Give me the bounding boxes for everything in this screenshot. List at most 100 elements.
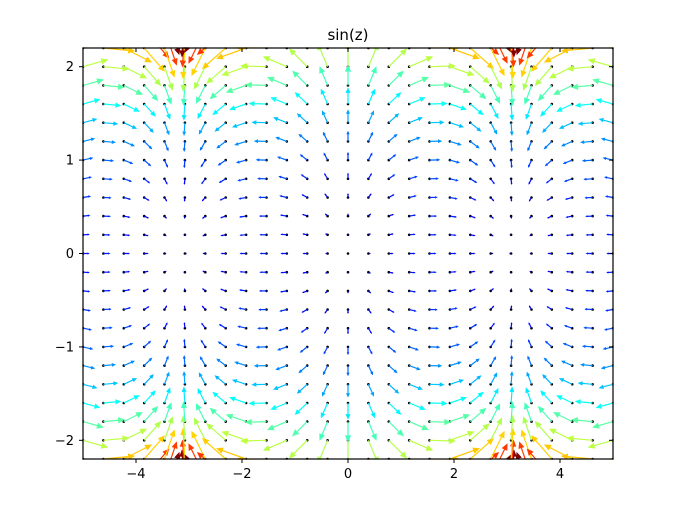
grid-dot: [102, 177, 105, 181]
vector-head: [319, 433, 325, 441]
vector-head: [323, 152, 326, 156]
vector-shaft: [219, 448, 247, 460]
grid-dot: [102, 270, 105, 274]
vector-head: [518, 441, 525, 449]
vector-head: [239, 252, 242, 255]
vector-head: [146, 234, 149, 237]
vector-shaft: [498, 47, 507, 61]
vector-shaft: [536, 66, 553, 84]
vector-head: [144, 444, 153, 451]
vector-head: [147, 340, 152, 344]
vector-head: [491, 216, 494, 219]
vector-shaft: [449, 432, 472, 441]
vector-head: [111, 363, 116, 367]
vector-head: [324, 193, 327, 196]
vector-head: [106, 38, 114, 44]
vector-head: [492, 322, 495, 326]
vector-head: [606, 271, 609, 274]
vector-head: [165, 164, 168, 168]
vector-shaft: [265, 57, 288, 68]
vector-head: [529, 270, 532, 273]
vector-head: [166, 113, 171, 120]
vector-head: [183, 199, 186, 202]
vector-head: [220, 270, 223, 273]
vector-head: [587, 58, 596, 65]
vector-head: [165, 371, 170, 377]
vector-head: [253, 363, 258, 368]
vector-head: [347, 291, 349, 294]
vector-head: [370, 131, 374, 136]
vector-head: [146, 270, 149, 273]
vector-head: [458, 379, 465, 384]
vector-head: [257, 327, 261, 330]
vector-shaft: [143, 437, 164, 460]
vector-head: [391, 252, 394, 255]
vector-head: [279, 195, 282, 198]
vector-head: [529, 288, 532, 291]
vector-head: [574, 399, 581, 405]
vector-shaft: [265, 439, 288, 450]
vector-head: [280, 233, 283, 236]
vector-head: [482, 76, 490, 84]
x-tick-label: 4: [556, 467, 564, 482]
vector-head: [439, 382, 445, 387]
vector-shaft: [388, 50, 406, 68]
vector-head: [479, 92, 487, 100]
vector-head: [606, 252, 609, 255]
vector-shaft: [170, 444, 177, 460]
vector-head: [415, 347, 419, 351]
vector-shaft: [224, 66, 247, 75]
vector-head: [529, 252, 532, 255]
vector-shaft: [408, 47, 413, 49]
vector-head: [324, 291, 327, 294]
vector-shaft: [176, 47, 179, 52]
vector-head: [346, 372, 350, 377]
vector-head: [475, 144, 480, 149]
vector-head: [460, 396, 467, 402]
vector-head: [237, 178, 241, 182]
vector-head: [127, 234, 131, 237]
vector-head: [324, 331, 327, 334]
vector-head: [587, 442, 596, 449]
vector-head: [169, 429, 176, 437]
vector-head: [200, 164, 204, 168]
vector-head: [113, 381, 119, 386]
vector-shaft: [182, 66, 186, 89]
vector-head: [346, 151, 350, 155]
vector-head: [344, 435, 352, 443]
vector-head: [275, 366, 280, 371]
vector-head: [87, 233, 90, 236]
vector-head: [604, 176, 608, 179]
vector-head: [258, 196, 261, 199]
vector-head: [493, 112, 499, 119]
vector-head: [149, 374, 154, 379]
vector-head: [457, 361, 462, 365]
vector-shaft: [290, 50, 308, 68]
vector-head: [234, 142, 239, 146]
vector-shaft: [490, 420, 502, 441]
vector-head: [302, 252, 305, 255]
vector-head: [546, 288, 550, 291]
vector-head: [115, 399, 122, 405]
vector-head: [543, 444, 552, 451]
vector-head: [454, 289, 457, 292]
vector-head: [206, 423, 214, 431]
vector-head: [528, 182, 531, 185]
vector-head: [473, 216, 476, 219]
vector-head: [434, 215, 438, 218]
vector-head: [197, 388, 203, 395]
vector-head: [585, 289, 588, 292]
vector-head: [202, 288, 205, 291]
vector-head: [197, 112, 203, 119]
vector-head: [183, 338, 186, 342]
vector-head: [492, 199, 495, 202]
x-tick-label: 0: [344, 467, 352, 482]
grid-dot: [102, 214, 105, 218]
vector-head: [417, 117, 423, 122]
vector-head: [238, 307, 242, 310]
vector-shaft: [490, 66, 502, 87]
vector-head: [434, 289, 438, 292]
vector-head: [278, 328, 282, 332]
vector-head: [117, 83, 125, 90]
vector-head: [258, 308, 261, 311]
